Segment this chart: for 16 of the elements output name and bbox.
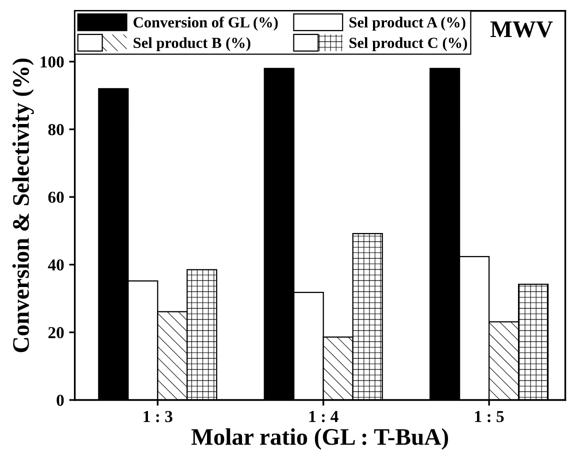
annotation: MWV — [490, 22, 553, 38]
y-tick-label: 80 — [48, 124, 64, 136]
y-tick-label: 0 — [56, 394, 64, 406]
x-tick-label: 1 : 4 — [309, 410, 338, 422]
legend-label: Sel product C (%) — [350, 37, 468, 52]
legend-label: Sel product B (%) — [134, 37, 250, 52]
y-tick-label: 100 — [40, 56, 64, 68]
y-tick-label: 20 — [48, 327, 64, 338]
x-axis-title: Molar ratio (GL : T-BuA) — [191, 428, 448, 450]
y-tick-label: 60 — [48, 192, 64, 203]
x-tick-label: 1 : 3 — [144, 410, 172, 422]
x-tick-label: 1 : 5 — [475, 410, 504, 422]
legend-label: Conversion of GL (%) — [134, 16, 278, 31]
y-axis-title: Conversion & Selectivity (%) — [12, 58, 34, 352]
legend-label: Sel product A (%) — [350, 16, 466, 31]
y-tick-label: 40 — [48, 259, 64, 271]
